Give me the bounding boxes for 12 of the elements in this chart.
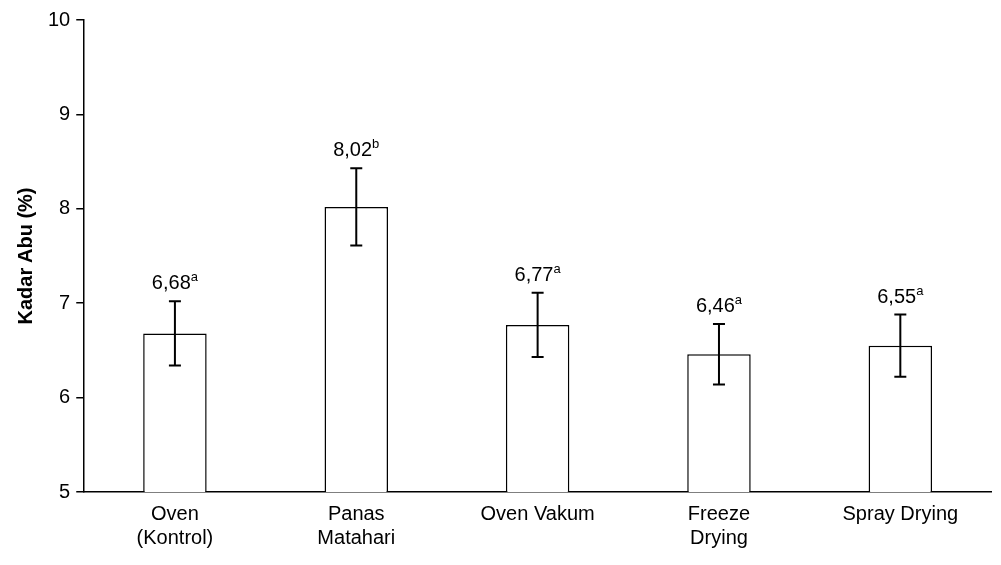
x-tick-label: Panas Matahari: [317, 501, 396, 548]
x-tick-label: Oven Vakum: [480, 501, 595, 524]
y-tick-label: 7: [59, 290, 71, 313]
x-tick-label: Oven (Kontrol): [136, 501, 214, 548]
y-tick-label: 6: [59, 385, 71, 408]
y-tick-label: 10: [48, 7, 71, 30]
y-tick-label: 8: [59, 196, 71, 219]
x-tick-label: Spray Drying: [842, 501, 959, 524]
x-tick-label: Freeze Drying: [687, 501, 751, 548]
y-tick-label: 5: [59, 479, 71, 502]
y-tick-label: 9: [59, 101, 71, 124]
y-axis-title: Kadar Abu (%): [13, 187, 36, 325]
